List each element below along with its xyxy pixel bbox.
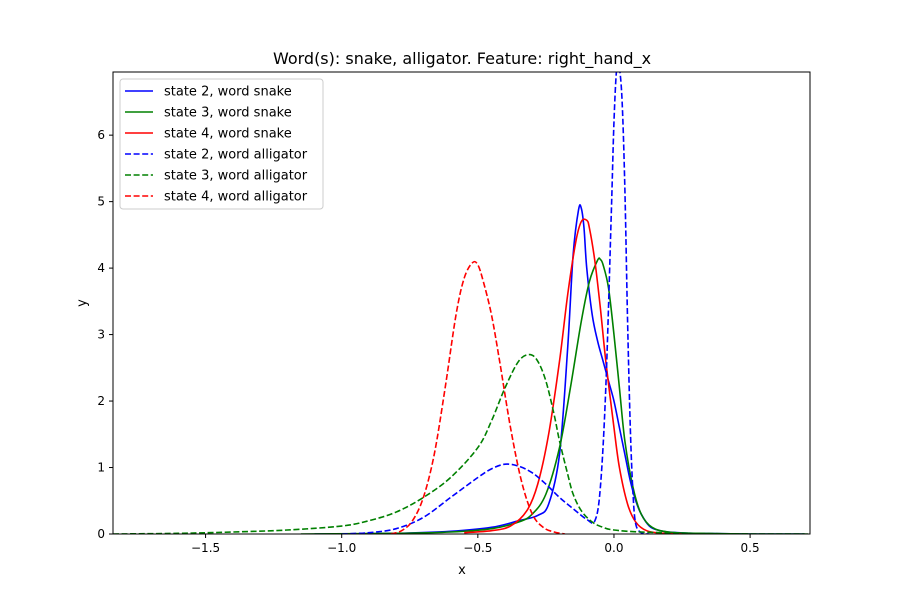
- x-axis: −1.5 −1.0 −0.5 0.0 0.5: [191, 534, 760, 555]
- x-tick-label: 0.0: [604, 541, 623, 555]
- series-line-2: [300, 257, 805, 534]
- y-tick-label: 1: [97, 461, 105, 475]
- x-tick-label: 0.5: [741, 541, 760, 555]
- x-tick-label: −1.0: [327, 541, 356, 555]
- series-layer: [113, 72, 810, 534]
- y-axis: 0 1 2 3 4 5 6: [97, 128, 113, 541]
- legend-label-5: state 3, word alligator: [164, 169, 308, 184]
- y-tick-label: 3: [97, 328, 105, 342]
- plot-frame: [112, 71, 811, 535]
- x-tick-label: −0.5: [463, 541, 492, 555]
- chart-title: Word(s): snake, alligator. Feature: righ…: [273, 49, 651, 69]
- legend: state 2, word snake state 3, word snake st…: [119, 78, 324, 210]
- x-tick-label: −1.5: [191, 541, 220, 555]
- series-line-3: [464, 218, 683, 534]
- series-line-5: [113, 353, 810, 534]
- y-tick-label: 0: [97, 527, 105, 541]
- y-tick-label: 5: [97, 195, 105, 209]
- y-tick-label: 6: [97, 128, 105, 142]
- legend-label-4: state 2, word alligator: [164, 148, 308, 163]
- legend-label-3: state 4, word snake: [164, 127, 292, 142]
- legend-label-1: state 2, word snake: [164, 85, 292, 100]
- legend-label-2: state 3, word snake: [164, 106, 292, 121]
- y-axis-label: y: [75, 299, 90, 307]
- legend-label-6: state 4, word alligator: [164, 190, 308, 205]
- series-line-6: [390, 260, 566, 534]
- series-line-4: [341, 72, 650, 534]
- y-tick-label: 4: [97, 261, 105, 275]
- x-axis-label: x: [458, 563, 466, 578]
- legend-box: [119, 78, 324, 210]
- y-tick-label: 2: [97, 394, 105, 408]
